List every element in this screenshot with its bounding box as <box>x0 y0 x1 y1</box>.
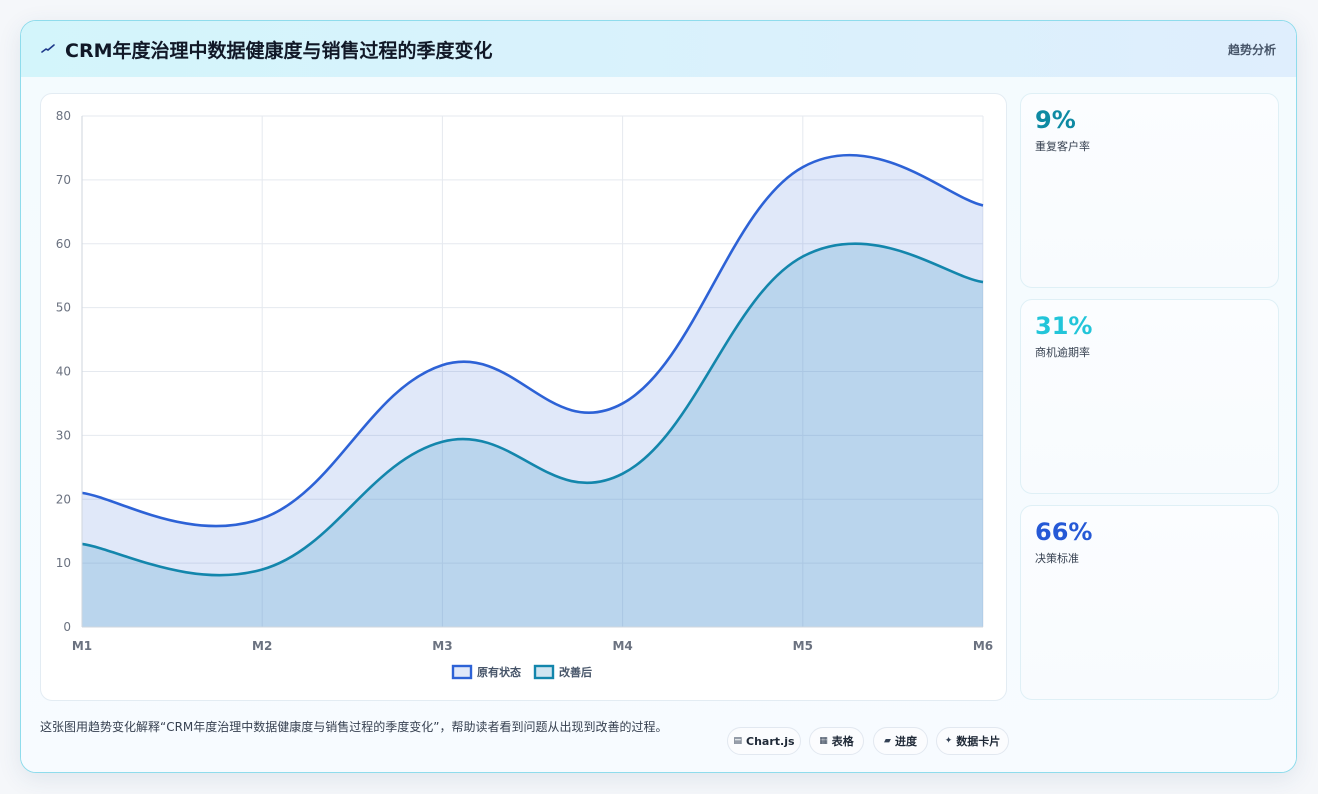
x-tick-label: M6 <box>973 639 993 653</box>
chip-label: 表格 <box>831 735 854 748</box>
chip-table[interactable]: ▦ 表格 <box>809 727 864 755</box>
chip-chartjs[interactable]: ▤ Chart.js <box>727 727 801 755</box>
content-area: 0 10 20 30 40 50 60 70 80 M1 M2 M3 M4 M5 M6 原有状态 改善后 9% … <box>21 77 1296 772</box>
chip-label: 数据卡片 <box>956 735 1001 748</box>
y-tick-label: 30 <box>56 428 71 442</box>
series-line <box>81 153 984 528</box>
x-tick-label: M5 <box>793 639 813 653</box>
stat-card-decision: 66% 决策标准 <box>1020 505 1279 700</box>
y-tick-label: 70 <box>56 173 71 187</box>
title-group: CRM年度治理中数据健康度与销售过程的季度变化 <box>41 36 492 63</box>
pulse-icon <box>41 44 55 53</box>
y-tick-label: 40 <box>56 365 71 379</box>
x-tick-label: M3 <box>432 639 452 653</box>
x-tick-label: M4 <box>612 639 632 653</box>
stat-label: 重复客户率 <box>1035 140 1090 153</box>
card-header: CRM年度治理中数据健康度与销售过程的季度变化 趋势分析 <box>21 21 1296 77</box>
sparkle-icon: ✦ <box>944 736 953 746</box>
chart-description: 这张图用趋势变化解释“CRM年度治理中数据健康度与销售过程的季度变化”，帮助读者… <box>40 720 668 734</box>
header-tag: 趋势分析 <box>1227 42 1276 57</box>
stat-value: 31% <box>1035 312 1093 340</box>
y-tick-label: 50 <box>56 301 71 315</box>
legend-label: 原有状态 <box>477 665 521 679</box>
page-title: CRM年度治理中数据健康度与销售过程的季度变化 <box>65 39 493 62</box>
series-area <box>82 243 983 627</box>
legend-swatch <box>533 664 555 680</box>
stat-label: 商机逾期率 <box>1035 346 1090 359</box>
stat-card-overdue: 31% 商机逾期率 <box>1020 299 1279 494</box>
y-tick-label: 10 <box>56 556 71 570</box>
table-icon: ▦ <box>819 736 828 746</box>
stat-label: 决策标准 <box>1035 552 1079 565</box>
chip-progress[interactable]: ▰ 进度 <box>873 727 928 755</box>
chip-data-card[interactable]: ✦ 数据卡片 <box>936 727 1009 755</box>
x-tick-label: M2 <box>252 639 272 653</box>
chart-panel: 0 10 20 30 40 50 60 70 80 M1 M2 M3 M4 M5 M6 原有状态 改善后 <box>40 93 1007 701</box>
series-line <box>81 242 984 577</box>
progress-icon: ▰ <box>884 736 891 746</box>
legend-label: 改善后 <box>559 665 592 679</box>
chart-icon: ▤ <box>733 736 742 746</box>
stat-value: 66% <box>1035 518 1093 546</box>
y-tick-label: 20 <box>56 492 71 506</box>
y-tick-label: 0 <box>63 620 71 634</box>
x-tick-label: M1 <box>72 639 92 653</box>
chip-label: 进度 <box>894 735 917 748</box>
stat-value: 9% <box>1035 106 1076 134</box>
dashboard-card: CRM年度治理中数据健康度与销售过程的季度变化 趋势分析 0 10 20 30 40 50… <box>20 20 1297 773</box>
chip-label: Chart.js <box>746 734 795 748</box>
legend-swatch <box>451 664 473 680</box>
y-tick-label: 60 <box>56 237 71 251</box>
y-tick-label: 80 <box>56 109 71 123</box>
stat-card-repeat-customer: 9% 重复客户率 <box>1020 93 1279 288</box>
area-chart: 0 10 20 30 40 50 60 70 80 M1 M2 M3 M4 M5 M6 原有状态 改善后 <box>56 109 993 680</box>
